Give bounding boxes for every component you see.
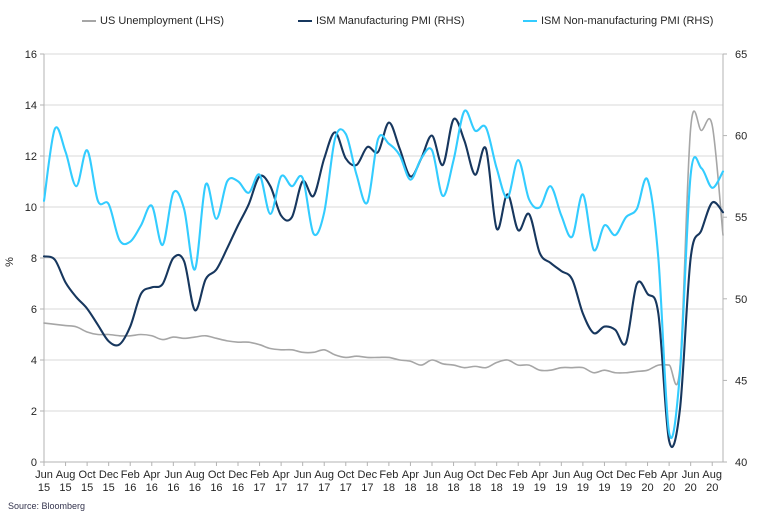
x-axis-month-label: Apr (661, 469, 678, 481)
left-axis-tick-label: 14 (25, 100, 37, 112)
x-axis-month-label: Feb (250, 469, 269, 481)
x-axis-month-label: Aug (444, 469, 464, 481)
legend-key-line-icon (523, 20, 537, 22)
x-axis-month-label: Dec (99, 469, 119, 481)
x-axis-month-label: Jun (552, 469, 570, 481)
right-axis-tick-label: 55 (735, 212, 747, 224)
legend-label-unemployment: US Unemployment (LHS) (100, 15, 225, 27)
left-axis-tick-label: 12 (25, 151, 37, 163)
x-axis-year-label: 18 (447, 482, 459, 494)
right-axis-tick-label: 60 (735, 131, 747, 143)
x-axis-year-label: 19 (512, 482, 524, 494)
x-axis-month-label: Feb (379, 469, 398, 481)
x-axis-month-label: Feb (638, 469, 657, 481)
x-axis-month-label: Jun (164, 469, 182, 481)
x-axis-year-label: 17 (361, 482, 373, 494)
x-axis-month-label: Oct (79, 469, 96, 481)
series-line-1 (42, 117, 725, 448)
x-axis-month-label: Aug (314, 469, 334, 481)
x-axis-month-label: Aug (185, 469, 205, 481)
x-axis-month-label: Jun (294, 469, 312, 481)
x-axis-year-label: 15 (81, 482, 93, 494)
x-axis-month-label: Apr (402, 469, 419, 481)
x-axis-year-label: 16 (210, 482, 222, 494)
left-axis-title: % (4, 257, 16, 267)
x-axis-year-label: 16 (146, 482, 158, 494)
x-axis-year-label: 19 (620, 482, 632, 494)
x-axis-month-label: Dec (358, 469, 378, 481)
legend-item-non-manufacturing: ISM Non-manufacturing PMI (RHS) (523, 15, 713, 27)
x-axis-year-label: 17 (275, 482, 287, 494)
x-axis-year-label: 16 (189, 482, 201, 494)
x-axis-year-label: 19 (555, 482, 567, 494)
x-axis-month-label: Oct (596, 469, 613, 481)
x-axis-year-label: 20 (685, 482, 697, 494)
left-axis-tick-label: 10 (25, 202, 37, 214)
x-axis-month-label: Jun (35, 469, 53, 481)
right-axis-tick-label: 65 (735, 49, 747, 61)
right-axis-tick-label: 50 (735, 294, 747, 306)
x-axis-year-label: 15 (59, 482, 71, 494)
left-axis-tick-label: 0 (31, 457, 37, 469)
x-axis-year-label: 17 (297, 482, 309, 494)
x-axis-month-label: Apr (273, 469, 290, 481)
x-axis-year-label: 16 (124, 482, 136, 494)
x-axis-month-label: Aug (56, 469, 76, 481)
left-axis-tick-label: 2 (31, 406, 37, 418)
x-axis-month-label: Feb (121, 469, 140, 481)
x-axis-year-label: 18 (491, 482, 503, 494)
chart-legend: US Unemployment (LHS) ISM Manufacturing … (0, 0, 770, 34)
left-axis-tick-label: 8 (31, 253, 37, 265)
legend-key-line-icon (298, 20, 312, 22)
left-axis-tick-label: 4 (31, 355, 37, 367)
x-axis-year-label: 20 (706, 482, 718, 494)
x-axis-month-label: Apr (143, 469, 160, 481)
x-axis-year-label: 18 (469, 482, 481, 494)
x-axis-month-label: Aug (702, 469, 722, 481)
series-line-0 (43, 110, 724, 386)
x-axis-month-label: Dec (228, 469, 248, 481)
x-axis-year-label: 19 (598, 482, 610, 494)
x-axis-year-label: 17 (253, 482, 265, 494)
left-axis-tick-label: 6 (31, 304, 37, 316)
legend-item-unemployment: US Unemployment (LHS) (82, 15, 224, 27)
x-axis-month-label: Oct (208, 469, 225, 481)
x-axis-month-label: Dec (616, 469, 636, 481)
x-axis-year-label: 17 (340, 482, 352, 494)
source-note: Source: Bloomberg (8, 501, 86, 511)
right-axis-tick-label: 40 (735, 457, 747, 469)
x-axis-month-label: Jun (682, 469, 700, 481)
x-axis-month-label: Feb (509, 469, 528, 481)
legend-label-non-manufacturing: ISM Non-manufacturing PMI (RHS) (541, 15, 714, 27)
x-axis-year-label: 15 (38, 482, 50, 494)
series-line-2 (42, 109, 725, 440)
x-axis-year-label: 20 (641, 482, 653, 494)
x-axis-month-label: Oct (337, 469, 354, 481)
right-axis-tick-label: 45 (735, 375, 747, 387)
legend-key-line-icon (82, 20, 96, 22)
x-axis-year-label: 16 (232, 482, 244, 494)
x-axis-year-label: 18 (426, 482, 438, 494)
x-axis-year-label: 18 (383, 482, 395, 494)
x-axis-year-label: 16 (167, 482, 179, 494)
x-axis-month-label: Dec (487, 469, 507, 481)
x-axis-month-label: Aug (573, 469, 593, 481)
x-axis-month-label: Apr (531, 469, 548, 481)
x-axis-year-label: 15 (103, 482, 115, 494)
x-axis-month-label: Oct (467, 469, 484, 481)
legend-item-manufacturing: ISM Manufacturing PMI (RHS) (298, 15, 465, 27)
x-axis-year-label: 19 (577, 482, 589, 494)
x-axis-year-label: 18 (404, 482, 416, 494)
legend-label-manufacturing: ISM Manufacturing PMI (RHS) (316, 15, 465, 27)
x-axis-year-label: 17 (318, 482, 330, 494)
x-axis-year-label: 19 (534, 482, 546, 494)
x-axis-month-label: Jun (423, 469, 441, 481)
x-axis-year-label: 20 (663, 482, 675, 494)
left-axis-tick-label: 16 (25, 49, 37, 61)
